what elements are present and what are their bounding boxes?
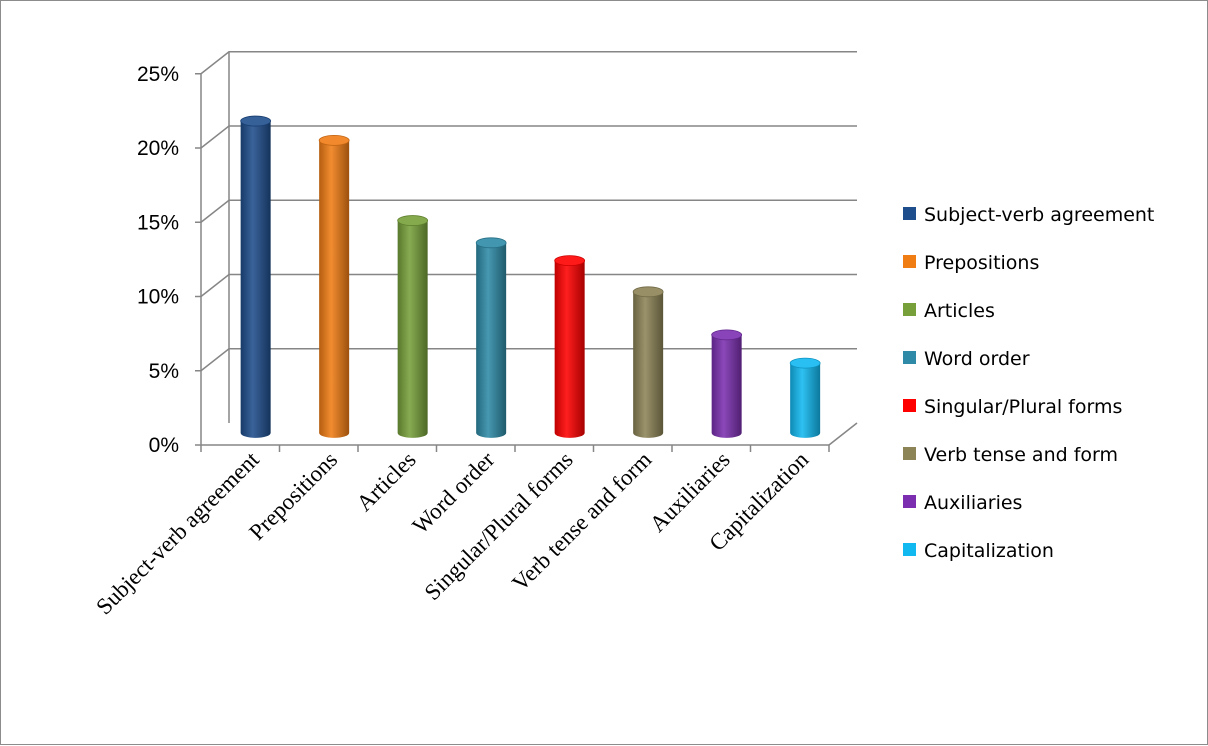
legend-item: Word order bbox=[903, 348, 1030, 370]
chart-walls bbox=[200, 51, 858, 446]
bar-top bbox=[475, 237, 507, 249]
bars bbox=[240, 115, 821, 438]
legend-label: Articles bbox=[924, 300, 995, 322]
bar-body bbox=[476, 242, 507, 438]
bar-top bbox=[397, 215, 429, 226]
x-tick-label: Singular/Plural forms bbox=[420, 447, 578, 605]
y-tick-label: 0% bbox=[149, 434, 179, 457]
legend: Subject-verb agreement Prepositions Articl… bbox=[903, 204, 1154, 562]
bar-body bbox=[319, 140, 350, 438]
bar-top bbox=[632, 286, 664, 298]
legend-item: Articles bbox=[903, 300, 995, 322]
legend-label: Singular/Plural forms bbox=[924, 396, 1122, 418]
y-tick-label: 5% bbox=[149, 360, 179, 383]
y-tick-label: 10% bbox=[137, 286, 179, 309]
x-tick-label: Articles bbox=[352, 447, 421, 516]
legend-swatch bbox=[903, 255, 916, 268]
legend-item: Auxiliaries bbox=[903, 492, 1022, 514]
legend-label: Auxiliaries bbox=[924, 492, 1022, 514]
floor-right-edge bbox=[828, 422, 858, 446]
legend-label: Prepositions bbox=[924, 252, 1039, 274]
bar bbox=[475, 237, 507, 438]
bar-body bbox=[711, 334, 742, 438]
bar bbox=[711, 329, 743, 438]
legend-item: Singular/Plural forms bbox=[903, 396, 1122, 418]
bar-body bbox=[397, 220, 428, 438]
legend-item: Prepositions bbox=[903, 252, 1039, 274]
bar-top bbox=[554, 255, 586, 267]
bar bbox=[240, 115, 272, 438]
bar-body bbox=[554, 260, 585, 438]
y-axis: 0% 5% 10% 15% 20% 25% bbox=[137, 63, 201, 457]
legend-label: Capitalization bbox=[924, 540, 1054, 562]
y-tick-label: 25% bbox=[137, 63, 179, 86]
x-tick-label: Subject-verb agreement bbox=[91, 446, 264, 619]
gridline bbox=[200, 199, 857, 223]
bar-top bbox=[789, 357, 821, 369]
bar-body bbox=[240, 121, 271, 438]
legend-swatch bbox=[903, 303, 916, 316]
legend-swatch bbox=[903, 351, 916, 364]
legend-swatch bbox=[903, 495, 916, 508]
legend-swatch bbox=[903, 207, 916, 220]
legend-label: Word order bbox=[924, 348, 1030, 370]
gridline bbox=[200, 348, 857, 372]
legend-label: Verb tense and form bbox=[924, 444, 1118, 466]
gridline bbox=[200, 125, 857, 149]
bar-body bbox=[790, 363, 821, 438]
y-tick-label: 20% bbox=[137, 137, 179, 160]
bar bbox=[318, 134, 350, 438]
legend-label: Subject-verb agreement bbox=[924, 204, 1154, 226]
y-tick-label: 15% bbox=[137, 211, 179, 234]
legend-swatch bbox=[903, 543, 916, 556]
legend-item: Capitalization bbox=[903, 540, 1054, 562]
legend-swatch bbox=[903, 399, 916, 412]
legend-item: Subject-verb agreement bbox=[903, 204, 1154, 226]
gridlines bbox=[200, 51, 857, 372]
bar-body bbox=[633, 291, 664, 438]
bar bbox=[397, 215, 429, 438]
bar-top bbox=[711, 329, 743, 341]
bar bbox=[632, 286, 664, 438]
bar bbox=[789, 357, 821, 438]
bar-top bbox=[318, 134, 350, 146]
bar bbox=[554, 255, 586, 438]
bar-top bbox=[240, 115, 272, 127]
gridline bbox=[200, 51, 857, 75]
gridline bbox=[200, 273, 857, 298]
legend-item: Verb tense and form bbox=[903, 444, 1118, 466]
legend-swatch bbox=[903, 447, 916, 460]
x-tick-label: Verb tense and form bbox=[507, 447, 656, 596]
